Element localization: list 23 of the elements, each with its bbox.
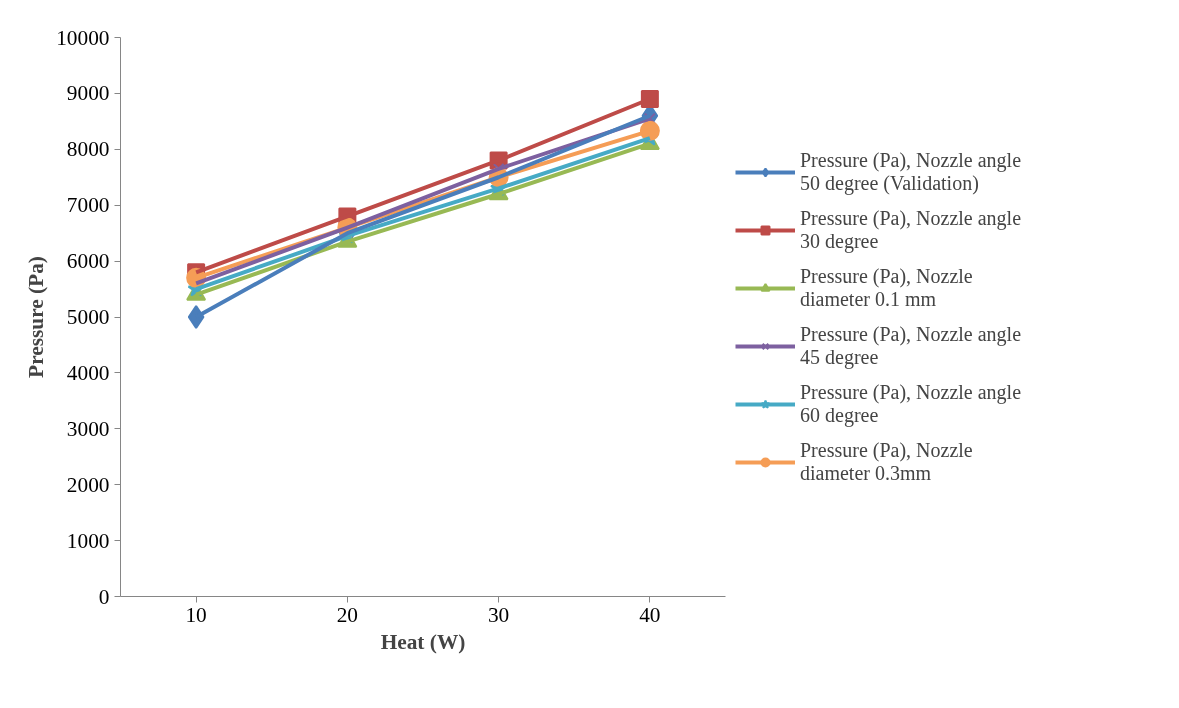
x-tick-label: 20 bbox=[336, 602, 359, 627]
legend-label: Pressure (Pa), Nozzle angle 60 degree bbox=[800, 380, 1022, 427]
legend-label: Pressure (Pa), Nozzle diameter 0.3mm bbox=[800, 438, 973, 485]
y-tick-label: 6000 bbox=[66, 249, 110, 274]
x-tick-label: 10 bbox=[185, 602, 207, 627]
y-tick-label: 9000 bbox=[66, 81, 110, 106]
x-tick-label: 30 bbox=[487, 602, 510, 627]
y-tick-label: 8000 bbox=[66, 137, 110, 162]
y-tick-label: 5000 bbox=[66, 305, 110, 329]
y-tick-label: 2000 bbox=[66, 472, 110, 497]
y-tick-label: 3000 bbox=[66, 416, 110, 441]
legend-label: Pressure (Pa), Nozzle angle 30 degree bbox=[800, 206, 1022, 253]
y-tick-label: 4000 bbox=[66, 360, 110, 385]
legend-label: Pressure (Pa), Nozzle diameter 0.1 mm bbox=[800, 264, 973, 311]
y-tick-label: 1000 bbox=[66, 528, 110, 553]
x-tick-label: 40 bbox=[639, 602, 661, 627]
y-tick-label: 0 bbox=[98, 584, 110, 609]
y-tick-label: 10000 bbox=[56, 25, 110, 50]
legend-label: Pressure (Pa), Nozzle angle 50 degree (Validation) bbox=[800, 148, 1022, 195]
y-tick-label: 7000 bbox=[66, 193, 110, 218]
x-axis-title: Heat (W) bbox=[380, 629, 466, 654]
y-axis-title: Pressure (Pa) bbox=[24, 256, 49, 378]
legend-label: Pressure (Pa), Nozzle angle 45 degree bbox=[800, 322, 1022, 369]
